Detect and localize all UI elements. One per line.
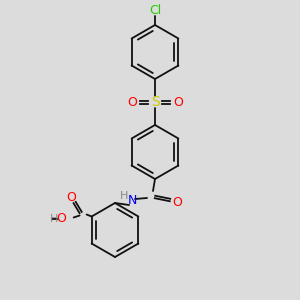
Text: O: O xyxy=(172,196,182,208)
Text: Cl: Cl xyxy=(149,4,161,16)
Text: O: O xyxy=(127,95,137,109)
Text: N: N xyxy=(127,194,137,206)
Text: O: O xyxy=(173,95,183,109)
Text: H: H xyxy=(120,191,128,201)
Text: S: S xyxy=(151,95,159,109)
Text: O: O xyxy=(67,191,76,204)
Text: O: O xyxy=(57,212,67,225)
Text: H: H xyxy=(50,214,58,224)
